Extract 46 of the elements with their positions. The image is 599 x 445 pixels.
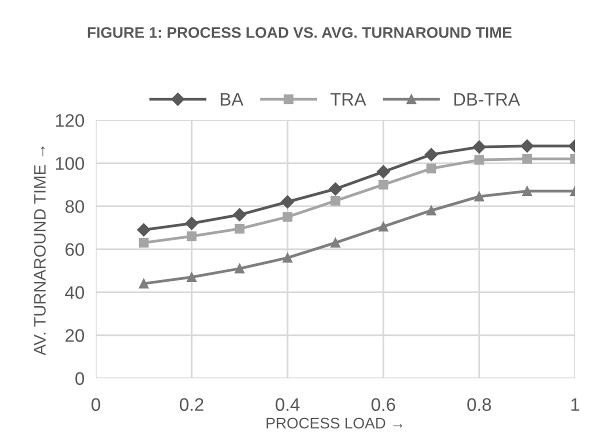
y-tick-label: 100 bbox=[56, 157, 84, 170]
legend-label: BA bbox=[220, 93, 244, 106]
y-tick-label: 0 bbox=[75, 372, 84, 385]
point bbox=[328, 182, 342, 196]
point bbox=[186, 231, 197, 242]
x-tick-label: 0 bbox=[92, 398, 100, 411]
point bbox=[233, 208, 246, 222]
y-tick-label: 40 bbox=[65, 286, 84, 299]
point bbox=[378, 180, 388, 190]
x-tick-label: 0.8 bbox=[467, 398, 491, 411]
point bbox=[185, 216, 198, 230]
y-axis-title: AV. TURNAROUND TIME → bbox=[34, 146, 46, 356]
point bbox=[522, 154, 532, 164]
point bbox=[280, 195, 294, 208]
point bbox=[426, 164, 436, 174]
y-tick-label: 80 bbox=[65, 200, 84, 213]
point bbox=[426, 206, 436, 216]
x-tick-label: 1 bbox=[571, 398, 580, 411]
point bbox=[138, 238, 149, 248]
y-tick-label: 120 bbox=[56, 114, 84, 127]
point bbox=[282, 212, 292, 222]
legend-label: TRA bbox=[330, 93, 366, 106]
point bbox=[472, 140, 486, 154]
point bbox=[520, 139, 534, 153]
point bbox=[474, 155, 484, 165]
point bbox=[522, 186, 532, 196]
point bbox=[234, 264, 244, 274]
point bbox=[282, 252, 292, 263]
point bbox=[376, 165, 390, 178]
point bbox=[330, 196, 340, 206]
point bbox=[378, 222, 388, 232]
point bbox=[186, 272, 197, 282]
point bbox=[424, 148, 438, 162]
legend-label: DB-TRA bbox=[454, 93, 520, 106]
chart-title: FIGURE 1: PROCESS LOAD VS. AVG. TURNAROUND TIME bbox=[88, 27, 512, 38]
y-tick-label: 20 bbox=[66, 329, 84, 342]
y-tick-label: 60 bbox=[66, 243, 84, 256]
x-tick-label: 0.4 bbox=[276, 398, 300, 411]
point bbox=[137, 223, 150, 236]
x-tick-label: 0.6 bbox=[372, 398, 396, 411]
point bbox=[138, 278, 149, 288]
point bbox=[234, 224, 244, 234]
point bbox=[474, 192, 484, 202]
point bbox=[330, 238, 340, 248]
x-tick-label: 0.2 bbox=[180, 398, 204, 411]
x-axis-title: PROCESS LOAD → bbox=[266, 418, 402, 429]
